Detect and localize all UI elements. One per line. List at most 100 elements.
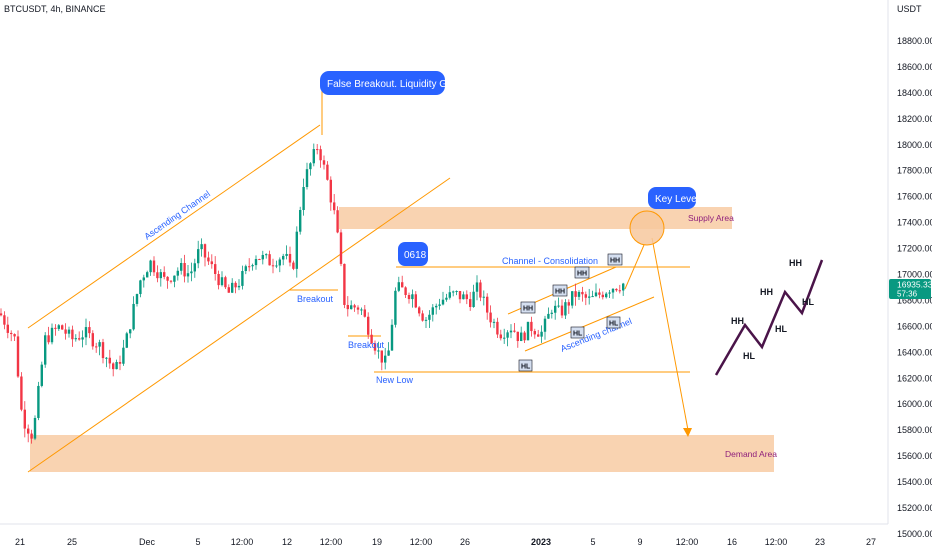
candle-body bbox=[441, 299, 445, 305]
price-tick-label: 18600.00 bbox=[897, 62, 932, 72]
ascending-channel-2-bottom-line bbox=[524, 296, 655, 352]
breakout-label-1: Breakout bbox=[297, 294, 334, 304]
candle-body bbox=[295, 231, 298, 269]
candle-body bbox=[241, 271, 244, 286]
supply-area-zone bbox=[339, 207, 732, 229]
candle-body bbox=[343, 263, 346, 305]
candle-body bbox=[418, 307, 421, 314]
candle-body bbox=[387, 350, 390, 356]
price-axis-unit: USDT bbox=[897, 4, 922, 14]
candle-body bbox=[23, 409, 26, 429]
price-tick-label: 17600.00 bbox=[897, 192, 932, 202]
false-breakout-callout-box bbox=[320, 71, 445, 95]
candle-body bbox=[588, 296, 591, 298]
candle-body bbox=[118, 361, 122, 364]
candle-body bbox=[30, 433, 33, 439]
candle-body bbox=[615, 288, 618, 291]
candle-body bbox=[370, 334, 373, 344]
candle-body bbox=[81, 337, 84, 340]
candle-body bbox=[571, 291, 574, 306]
candle-body bbox=[207, 257, 210, 262]
structure-tag-6: HL bbox=[570, 326, 585, 339]
structure-tag-5: HL bbox=[518, 359, 533, 372]
price-tick-label: 15000.00 bbox=[897, 529, 932, 539]
candle-body bbox=[3, 315, 6, 325]
candle-body bbox=[305, 169, 309, 187]
candle-body bbox=[475, 282, 479, 292]
candle-body bbox=[88, 327, 91, 334]
candle-body bbox=[173, 275, 176, 282]
candle-body bbox=[560, 305, 564, 316]
candle-body bbox=[622, 283, 625, 291]
candle-body bbox=[390, 324, 394, 351]
structure-tag-5-label: HL bbox=[521, 364, 531, 371]
structure-tag-4: HH bbox=[607, 253, 623, 266]
time-tick-label: 12:00 bbox=[320, 537, 343, 547]
candle-body bbox=[40, 364, 43, 386]
candle-body bbox=[244, 266, 247, 272]
time-tick-label: 12:00 bbox=[676, 537, 699, 547]
candle-body bbox=[312, 149, 315, 164]
candle-body bbox=[479, 282, 482, 298]
candle-body bbox=[469, 299, 472, 308]
structure-tag-4-box bbox=[607, 253, 623, 266]
candle-body bbox=[557, 305, 560, 307]
candle-body bbox=[146, 272, 149, 278]
structure-tag-1-label: HH bbox=[523, 306, 533, 313]
price-tick-label: 17400.00 bbox=[897, 218, 932, 228]
candle-body bbox=[122, 347, 125, 364]
time-tick-label: 19 bbox=[372, 537, 382, 547]
candle-body bbox=[71, 329, 74, 340]
badge-0618: 0618 bbox=[398, 242, 428, 266]
candle-body bbox=[509, 330, 513, 333]
candle-body bbox=[581, 291, 584, 295]
breakout-label-2: Breakout bbox=[348, 340, 385, 350]
candle-body bbox=[414, 294, 417, 308]
candle-body bbox=[10, 332, 13, 335]
candle-body bbox=[254, 259, 258, 266]
candle-body bbox=[169, 280, 173, 282]
candle-body bbox=[465, 294, 468, 300]
candle-body bbox=[105, 357, 108, 359]
candle-body bbox=[346, 304, 349, 310]
structure-tag-6-box bbox=[570, 326, 585, 339]
candle-body bbox=[64, 329, 67, 334]
price-tick-label: 16000.00 bbox=[897, 399, 932, 409]
candle-body bbox=[421, 313, 424, 321]
candle-body bbox=[78, 338, 81, 340]
candle-body bbox=[129, 329, 132, 334]
candle-body bbox=[516, 331, 519, 342]
candle-body bbox=[428, 314, 431, 320]
candle-body bbox=[458, 290, 462, 300]
candle-body bbox=[601, 294, 604, 298]
structure-tag-7-label: HL bbox=[609, 321, 619, 328]
candle-body bbox=[44, 335, 47, 365]
projection-arrowhead-icon bbox=[683, 428, 692, 437]
schematic-label-hh-2: HH bbox=[760, 287, 773, 297]
candle-body bbox=[248, 266, 251, 268]
time-tick-label: 16 bbox=[727, 537, 737, 547]
candle-body bbox=[384, 355, 387, 363]
schematic-label-hh-3: HH bbox=[789, 258, 802, 268]
price-tick-label: 15800.00 bbox=[897, 425, 932, 435]
candle-body bbox=[6, 324, 9, 333]
candle-body bbox=[176, 270, 179, 276]
candle-body bbox=[302, 186, 305, 211]
candle-body bbox=[292, 262, 295, 269]
candle-body bbox=[618, 290, 621, 292]
structure-tag-3-label: HH bbox=[577, 271, 587, 278]
candle-body bbox=[200, 244, 203, 250]
projection-down-line bbox=[651, 237, 689, 431]
candle-body bbox=[513, 330, 516, 332]
candle-body bbox=[380, 350, 383, 363]
price-tick-label: 15600.00 bbox=[897, 451, 932, 461]
candle-body bbox=[411, 294, 414, 300]
time-tick-label: 26 bbox=[460, 537, 470, 547]
candle-body bbox=[543, 318, 547, 332]
candle-body bbox=[445, 297, 448, 300]
candle-body bbox=[608, 292, 611, 294]
candle-body bbox=[261, 254, 264, 260]
candle-body bbox=[237, 285, 241, 288]
candle-body bbox=[554, 305, 557, 313]
